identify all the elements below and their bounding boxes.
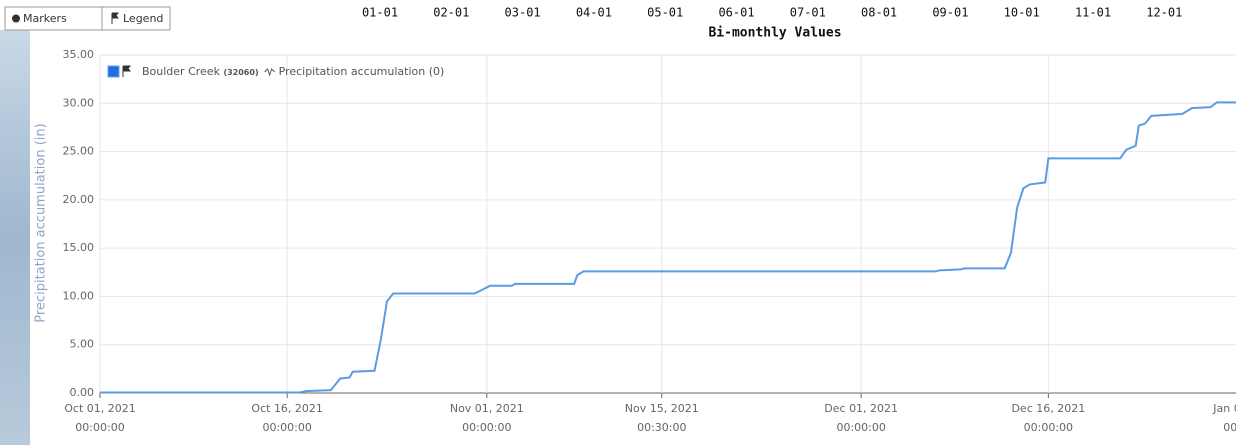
x-tick-label: 00:00:00	[1223, 421, 1236, 434]
y-tick-label: 30.00	[63, 96, 95, 109]
data-line	[100, 102, 1236, 392]
x-tick-label: Dec 01, 2021	[824, 402, 898, 415]
y-tick-label: 10.00	[63, 289, 95, 302]
legend-site: Boulder Creek	[142, 65, 221, 78]
legend-site-id: (32060)	[223, 68, 258, 77]
x-tick-label: 00:00:00	[75, 421, 124, 434]
markers-button[interactable]: Markers	[5, 7, 102, 30]
month-button[interactable]: 11-01	[1075, 6, 1111, 20]
chart: Markers Legend 01-01 02-01 03-01 04-01 05-01…	[0, 0, 1236, 445]
x-tick-label: Nov 01, 2021	[450, 402, 524, 415]
legend-button[interactable]: Legend	[102, 7, 170, 30]
month-button[interactable]: 03-01	[505, 6, 541, 20]
x-tick-label: 00:00:00	[262, 421, 311, 434]
x-tick-label: Oct 16, 2021	[251, 402, 323, 415]
icon	[265, 69, 275, 75]
legend-entry: Boulder Creek (32060)	[142, 65, 259, 78]
month-button[interactable]: 04-01	[576, 6, 612, 20]
legend-entry: Precipitation accumulation (0)	[279, 65, 445, 78]
grid	[100, 55, 1236, 393]
y-tick-label: 20.00	[63, 193, 95, 206]
button-label: Legend	[123, 12, 163, 25]
month-button[interactable]: 01-01	[362, 6, 398, 20]
month-button[interactable]: 06-01	[718, 6, 754, 20]
month-button[interactable]: 12-01	[1146, 6, 1182, 20]
background-image	[0, 30, 30, 445]
x-tick-label: Jan 01, 2022	[1212, 402, 1236, 415]
y-tick-label: 15.00	[63, 241, 95, 254]
y-tick-label: 35.00	[63, 48, 95, 61]
month-button[interactable]: 09-01	[932, 6, 968, 20]
month-button[interactable]: 05-01	[647, 6, 683, 20]
x-tick-label: Nov 15, 2021	[625, 402, 699, 415]
y-tick-label: 0.00	[70, 386, 95, 399]
button-label: Markers	[23, 12, 67, 25]
x-tick-label: Oct 01, 2021	[64, 402, 136, 415]
icon	[123, 66, 130, 77]
legend: Boulder Creek (32060) Precipitation accu…	[108, 65, 444, 78]
y-tick-label: 5.00	[70, 338, 95, 351]
x-tick-label: 00:00:00	[462, 421, 511, 434]
legend-swatch	[108, 66, 119, 77]
x-tick-label: Dec 16, 2021	[1011, 402, 1085, 415]
x-tick-label: 00:30:00	[637, 421, 686, 434]
month-button[interactable]: 08-01	[861, 6, 897, 20]
y-axis-label: Precipitation accumulation (in)	[34, 123, 49, 322]
month-button[interactable]: 07-01	[790, 6, 826, 20]
x-tick-label: 00:00:00	[836, 421, 885, 434]
icon	[12, 15, 20, 23]
x-tick-label: 00:00:00	[1024, 421, 1073, 434]
month-button[interactable]: 02-01	[433, 6, 469, 20]
month-button[interactable]: 10-01	[1004, 6, 1040, 20]
y-tick-label: 25.00	[63, 145, 95, 158]
toolbar-title: Bi-monthly Values	[708, 26, 841, 41]
